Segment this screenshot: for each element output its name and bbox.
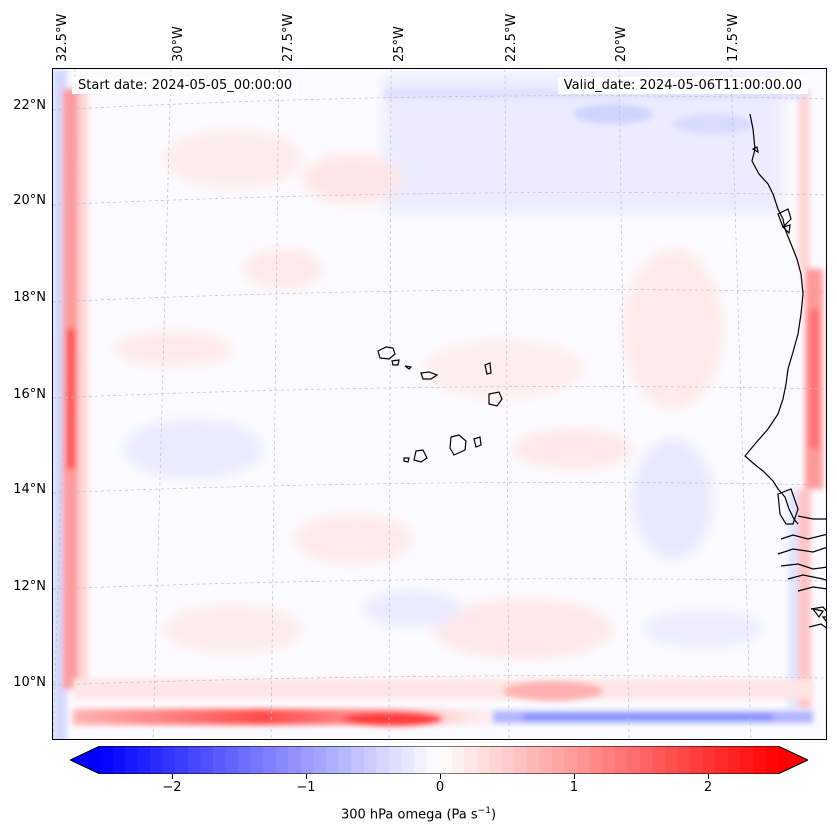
african-coastline [744,113,826,629]
colorbar-cell [665,746,679,774]
colorbar-cell [351,746,365,774]
colorbar-cell [589,746,603,774]
colorbar-cell [175,746,189,774]
graticule [53,69,826,739]
colorbar-cell [577,746,591,774]
lon-label: 30°W [171,26,186,62]
colorbar-tick-mark [306,774,307,779]
colorbar-cell [162,746,176,774]
colorbar-cell [263,746,277,774]
colorbar-cell [401,746,415,774]
right-boundary-band [788,89,823,709]
colorbar-tick-mark [574,774,575,779]
colorbar-cell [514,746,528,774]
colorbar-title-suffix: ) [490,807,497,823]
colorbar-cell [539,746,553,774]
colorbar-cell [451,746,465,774]
lon-label: 27.5°W [281,13,296,62]
colorbar-cell [639,746,654,774]
lat-label: 18°N [13,290,46,305]
lon-label: 32.5°W [55,13,70,62]
colorbar-extend-max [778,746,808,774]
colorbar-cell [476,746,490,774]
lon-label: 17.5°W [726,13,741,62]
colorbar-tick-label: 0 [435,780,445,795]
colorbar-cell [238,746,252,774]
colorbar-cell [526,746,541,774]
colorbar-cell [552,746,566,774]
colorbar-cell [413,746,428,774]
colorbar-cell [501,746,515,774]
colorbar-cell [300,746,315,774]
colorbar-cell [288,746,302,774]
colorbar-cell [614,746,628,774]
colorbar-tick-label: 1 [569,780,579,795]
top-boundary-band [383,89,803,134]
colorbar-cell [740,746,754,774]
colorbar-cell [213,746,227,774]
lat-label: 12°N [13,579,46,594]
colorbar-cell [376,746,390,774]
colorbar-title: 300 hPa omega (Pa s−1) [0,806,837,822]
left-boundary-band [53,69,88,739]
colorbar-title-exponent: −1 [477,806,491,816]
colorbar-cell [313,746,327,774]
colorbar-cell [439,746,453,774]
colorbar-cell [150,746,164,774]
colorbar-cell [702,746,716,774]
colorbar-cell [464,746,478,774]
map-panel [52,68,827,740]
colorbar-cell [652,746,666,774]
colorbar-cell [112,746,126,774]
colorbar-tick-mark [440,774,441,779]
colorbar-cell [677,746,691,774]
lat-label: 14°N [13,482,46,497]
lat-label: 20°N [13,193,46,208]
lat-label: 22°N [13,98,46,113]
colorbar-cell [765,746,779,774]
colorbar-cell [275,746,289,774]
colorbar-cell [338,746,352,774]
lon-label: 22.5°W [504,13,519,62]
colorbar-cell [627,746,641,774]
colorbar-cell [187,746,202,774]
lat-label: 16°N [13,387,46,402]
lon-label: 20°W [614,26,629,62]
lat-label: 10°N [13,675,46,690]
colorbar-cell [200,746,214,774]
lon-label: 25°W [392,26,407,62]
colorbar-cell [100,746,114,774]
colorbar-cell [727,746,741,774]
colorbar-tick-mark [172,774,173,779]
colorbar-cell [137,746,151,774]
colorbar-tick-label: −2 [162,780,182,795]
colorbar-cell [690,746,704,774]
colorbar-cell [363,746,377,774]
colorbar-cell [752,746,767,774]
colorbar-tick-label: 2 [703,780,713,795]
colorbar-cell [564,746,578,774]
colorbar-cell [715,746,729,774]
colorbar-cell [326,746,340,774]
start-date-label: Start date: 2024-05-05_00:00:00 [72,77,299,94]
colorbar-tick-label: −1 [296,780,316,795]
colorbar-cell [489,746,503,774]
valid-date-label: Valid_date: 2024-05-06T11:00:00.00 [557,77,808,94]
omega-field-map [53,69,826,739]
colorbar-tick-mark [708,774,709,779]
colorbar-cell [426,746,440,774]
colorbar-title-text: 300 hPa omega (Pa s [340,807,478,823]
colorbar-cell [602,746,616,774]
cape-verde-islands [377,346,503,463]
colorbar [70,746,808,774]
colorbar-cell [250,746,264,774]
colorbar-cell [125,746,139,774]
colorbar-extend-min [70,746,100,774]
colorbar-cell [388,746,402,774]
colorbar-cell [225,746,239,774]
